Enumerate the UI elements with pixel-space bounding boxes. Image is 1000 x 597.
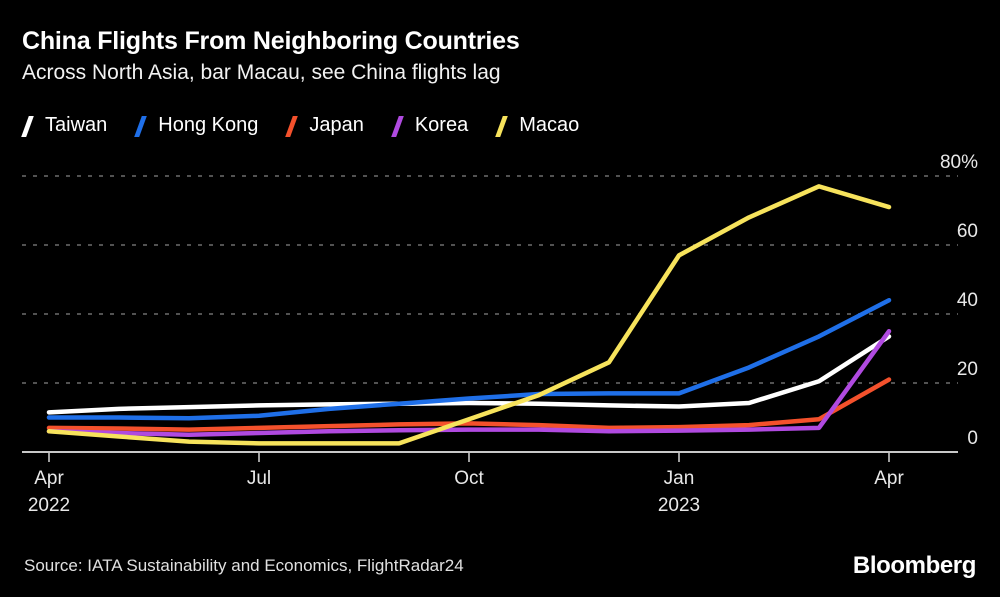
legend-item-korea[interactable]: Korea bbox=[390, 114, 468, 137]
legend-item-hong-kong[interactable]: Hong Kong bbox=[133, 114, 258, 137]
x-tick-month: Jan bbox=[663, 468, 695, 489]
series-line-taiwan bbox=[46, 334, 892, 415]
x-tick-month: Jul bbox=[246, 468, 272, 489]
series-lines bbox=[46, 184, 892, 446]
x-axis-tick-label: Jan 2023 bbox=[619, 468, 739, 517]
y-axis-tick-label: 0 bbox=[967, 428, 978, 449]
x-tick-year: 2022 bbox=[27, 495, 71, 516]
legend-item-japan[interactable]: Japan bbox=[284, 114, 364, 137]
y-axis-tick-label: 20 bbox=[956, 359, 978, 380]
x-tick-month: Apr bbox=[874, 468, 904, 489]
y-axis-tick-label: 40 bbox=[956, 290, 978, 311]
source-note: Source: IATA Sustainability and Economic… bbox=[24, 556, 464, 575]
legend-label: Taiwan bbox=[45, 114, 108, 136]
x-tick-year: 2023 bbox=[657, 495, 701, 516]
series-line-hong-kong bbox=[46, 297, 892, 421]
y-axis-tick-label: 60 bbox=[956, 221, 978, 242]
x-tick-month: Apr bbox=[34, 468, 64, 489]
legend-item-taiwan[interactable]: Taiwan bbox=[20, 114, 107, 137]
x-axis-ticks bbox=[48, 452, 890, 462]
legend-label: Korea bbox=[414, 114, 469, 136]
legend-label: Macao bbox=[519, 114, 580, 136]
top-bar bbox=[0, 0, 1000, 5]
x-axis-tick-label: Jul bbox=[199, 468, 319, 490]
x-axis-tick-label: Apr bbox=[829, 468, 949, 490]
legend-label: Hong Kong bbox=[158, 114, 259, 136]
chart-header: China Flights From Neighboring Countries… bbox=[22, 26, 972, 87]
x-axis-tick-label: Apr 2022 bbox=[0, 468, 109, 517]
x-axis-tick-label: Oct bbox=[409, 468, 529, 490]
series-line-korea bbox=[46, 329, 892, 437]
page-title: China Flights From Neighboring Countries bbox=[22, 27, 520, 55]
x-tick-month: Oct bbox=[454, 468, 484, 489]
chart-legend: Taiwan Hong Kong Japan Korea Macao bbox=[20, 114, 605, 137]
bloomberg-logo: Bloomberg bbox=[852, 552, 976, 579]
gridlines bbox=[22, 175, 958, 384]
series-line-japan bbox=[46, 377, 892, 432]
legend-label: Japan bbox=[309, 114, 364, 136]
legend-item-macao[interactable]: Macao bbox=[494, 114, 579, 137]
y-axis-tick-label: 80% bbox=[939, 152, 978, 173]
page-subtitle: Across North Asia, bar Macau, see China … bbox=[22, 61, 501, 84]
series-line-macao bbox=[46, 184, 892, 446]
